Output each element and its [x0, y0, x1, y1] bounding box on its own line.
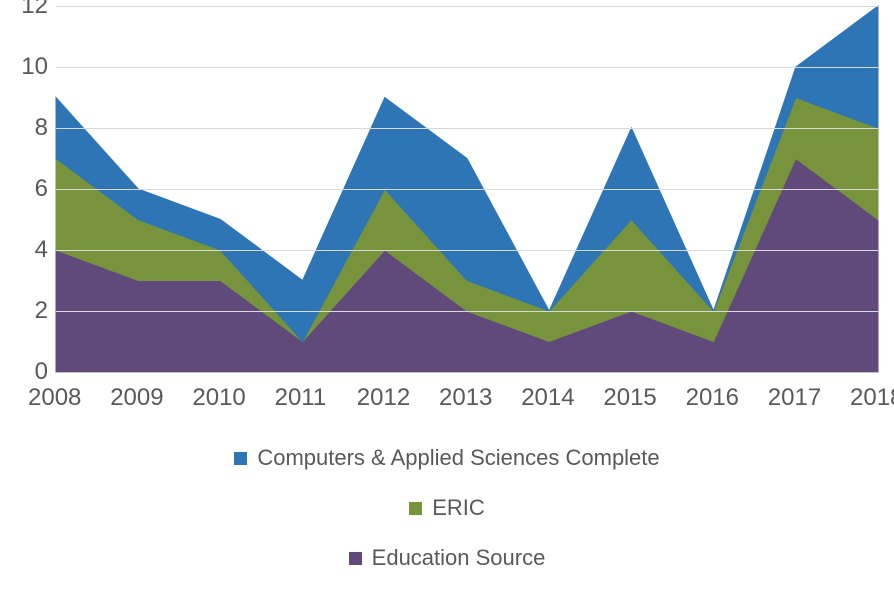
y-axis-tick-label: 6 [35, 175, 48, 203]
x-axis-tick-label: 2016 [686, 384, 739, 412]
legend-item: Computers & Applied Sciences Complete [0, 445, 894, 471]
chart-container: 0 2 4 6 8 10 12 2008 2009 2010 2011 2012 2013 2014 20… [0, 0, 894, 601]
x-axis-tick-label: 2008 [28, 384, 81, 412]
legend: Computers & Applied Sciences Complete ERI… [0, 445, 894, 571]
legend-item: ERIC [0, 495, 894, 521]
gridline [56, 128, 878, 129]
gridline [56, 6, 878, 7]
x-axis-tick-label: 2013 [439, 384, 492, 412]
gridline [56, 67, 878, 68]
x-axis-tick-label: 2012 [357, 384, 410, 412]
y-axis-tick-label: 0 [35, 358, 48, 386]
y-axis-tick-label: 10 [21, 53, 48, 81]
y-axis-tick-label: 2 [35, 297, 48, 325]
gridline [56, 189, 878, 190]
legend-swatch [409, 502, 422, 515]
y-axis-tick-label: 12 [21, 0, 48, 20]
legend-item: Education Source [0, 545, 894, 571]
x-axis-tick-label: 2014 [521, 384, 574, 412]
stacked-area-svg [0, 0, 894, 374]
legend-label: Computers & Applied Sciences Complete [257, 445, 659, 471]
x-axis-tick-label: 2011 [275, 384, 327, 412]
axis-baseline [56, 372, 878, 373]
gridline [56, 250, 878, 251]
y-axis-tick-label: 8 [35, 114, 48, 142]
x-axis-tick-label: 2018 [850, 384, 894, 412]
y-axis-tick-label: 4 [35, 236, 48, 264]
x-axis-tick-label: 2009 [110, 384, 163, 412]
x-axis-tick-label: 2010 [192, 384, 245, 412]
legend-swatch [349, 552, 362, 565]
legend-label: Education Source [372, 545, 546, 571]
legend-label: ERIC [432, 495, 485, 521]
x-axis-tick-label: 2017 [768, 384, 821, 412]
x-axis-tick-label: 2015 [603, 384, 656, 412]
gridline [56, 311, 878, 312]
legend-swatch [234, 452, 247, 465]
